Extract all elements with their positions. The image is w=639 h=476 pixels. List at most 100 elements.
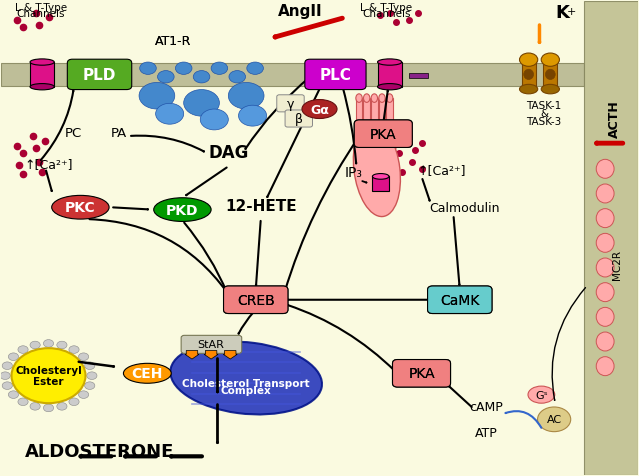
- Ellipse shape: [30, 84, 54, 91]
- Circle shape: [18, 346, 28, 354]
- Text: PKC: PKC: [65, 201, 96, 215]
- Text: DAG: DAG: [209, 144, 249, 162]
- Text: +: +: [567, 7, 576, 17]
- Bar: [364, 99, 370, 129]
- Circle shape: [57, 341, 67, 349]
- FancyBboxPatch shape: [277, 96, 304, 113]
- FancyArrow shape: [204, 351, 218, 359]
- Ellipse shape: [596, 332, 614, 351]
- Text: Channels: Channels: [362, 10, 411, 20]
- Ellipse shape: [528, 387, 555, 403]
- Ellipse shape: [364, 95, 370, 103]
- Circle shape: [57, 403, 67, 410]
- Circle shape: [139, 83, 174, 110]
- Bar: [387, 99, 393, 129]
- Text: PKA: PKA: [408, 367, 435, 380]
- Text: PLD: PLD: [83, 68, 116, 83]
- Text: TASK-3: TASK-3: [527, 117, 562, 127]
- Text: CREB: CREB: [237, 293, 275, 307]
- Text: PA: PA: [111, 127, 127, 140]
- Circle shape: [140, 63, 157, 75]
- Ellipse shape: [541, 85, 559, 95]
- Bar: [373, 177, 389, 191]
- Text: PKA: PKA: [408, 367, 435, 380]
- Ellipse shape: [353, 123, 401, 217]
- Text: IP₃: IP₃: [345, 166, 363, 180]
- Circle shape: [8, 391, 19, 398]
- Text: ACTH: ACTH: [608, 100, 620, 138]
- FancyBboxPatch shape: [392, 360, 450, 387]
- Text: 12-HETE: 12-HETE: [225, 198, 296, 213]
- Text: CEH: CEH: [132, 367, 163, 380]
- Circle shape: [211, 63, 227, 75]
- Circle shape: [238, 106, 266, 127]
- Circle shape: [193, 71, 210, 84]
- Text: Gα: Gα: [310, 103, 329, 116]
- Bar: [584, 2, 638, 476]
- Circle shape: [156, 104, 183, 125]
- FancyBboxPatch shape: [224, 287, 288, 314]
- Bar: [1, 63, 584, 87]
- FancyBboxPatch shape: [224, 287, 288, 314]
- Ellipse shape: [537, 407, 571, 432]
- Text: PLC: PLC: [320, 68, 351, 83]
- Text: AC: AC: [546, 415, 562, 425]
- Bar: [356, 99, 362, 129]
- Ellipse shape: [373, 174, 389, 180]
- Text: L & T-Type: L & T-Type: [15, 3, 67, 13]
- Circle shape: [183, 90, 219, 117]
- Text: Gˢ: Gˢ: [535, 390, 548, 400]
- Text: γ: γ: [286, 98, 294, 110]
- Ellipse shape: [596, 357, 614, 376]
- Text: Cholesteryl
Ester: Cholesteryl Ester: [15, 365, 82, 387]
- Text: PC: PC: [65, 127, 82, 140]
- Ellipse shape: [596, 283, 614, 302]
- Ellipse shape: [524, 70, 534, 80]
- Bar: [521, 58, 535, 92]
- FancyBboxPatch shape: [285, 111, 312, 128]
- Text: Calmodulin: Calmodulin: [429, 201, 500, 214]
- Ellipse shape: [52, 196, 109, 219]
- FancyBboxPatch shape: [67, 60, 132, 90]
- FancyBboxPatch shape: [305, 60, 366, 90]
- Text: &: &: [540, 109, 548, 119]
- FancyBboxPatch shape: [427, 287, 492, 314]
- Ellipse shape: [378, 84, 402, 91]
- Text: CREB: CREB: [237, 293, 275, 307]
- Circle shape: [87, 372, 97, 380]
- Circle shape: [0, 372, 10, 380]
- FancyArrow shape: [185, 351, 199, 359]
- Ellipse shape: [596, 160, 614, 179]
- Ellipse shape: [596, 209, 614, 228]
- Circle shape: [43, 340, 54, 347]
- Ellipse shape: [596, 185, 614, 204]
- Ellipse shape: [596, 307, 614, 327]
- Text: ALDOSTERONE: ALDOSTERONE: [25, 442, 174, 460]
- Bar: [378, 63, 402, 88]
- Text: β: β: [295, 113, 302, 126]
- Circle shape: [84, 362, 95, 370]
- Ellipse shape: [520, 85, 538, 95]
- Ellipse shape: [302, 100, 337, 119]
- Text: CaMK: CaMK: [440, 293, 479, 307]
- Ellipse shape: [379, 95, 385, 103]
- Circle shape: [69, 398, 79, 406]
- Bar: [379, 99, 385, 129]
- Ellipse shape: [123, 364, 171, 384]
- FancyArrow shape: [223, 351, 237, 359]
- Circle shape: [200, 110, 228, 130]
- FancyBboxPatch shape: [1, 85, 584, 476]
- Circle shape: [79, 391, 89, 398]
- Text: AT1-R: AT1-R: [155, 34, 191, 48]
- Ellipse shape: [387, 95, 393, 103]
- FancyBboxPatch shape: [427, 287, 492, 314]
- Text: TASK-1: TASK-1: [527, 100, 562, 110]
- Circle shape: [69, 346, 79, 354]
- Circle shape: [12, 348, 86, 403]
- Ellipse shape: [546, 70, 555, 80]
- Text: Channels: Channels: [17, 10, 65, 20]
- Bar: [371, 99, 378, 129]
- Text: MC2R: MC2R: [612, 249, 622, 279]
- Circle shape: [175, 63, 192, 75]
- Circle shape: [84, 382, 95, 390]
